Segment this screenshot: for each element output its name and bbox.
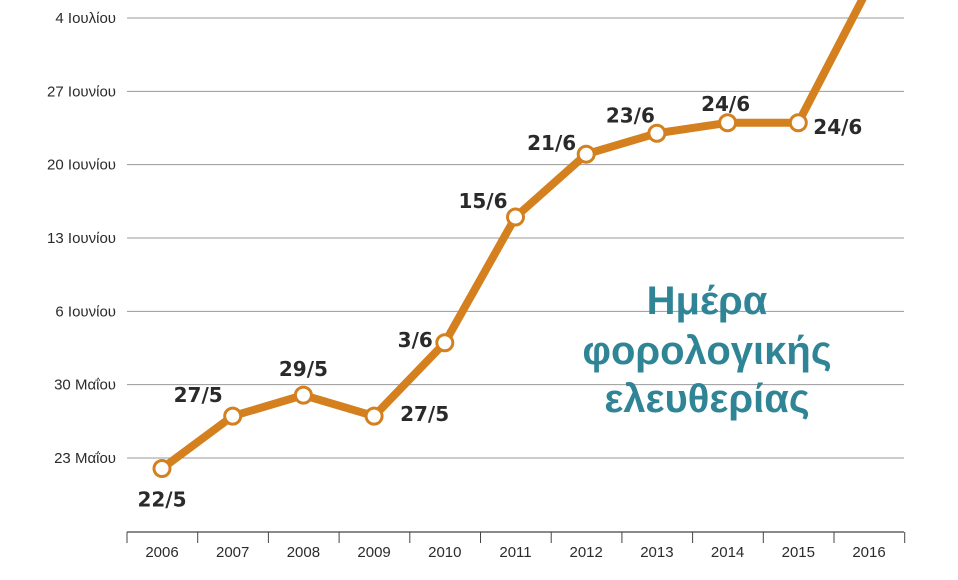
data-point-marker <box>364 406 384 426</box>
y-tick-label: 23 Μαΐου <box>54 450 116 467</box>
x-tick-label: 2009 <box>357 544 390 561</box>
data-label: 24/6 <box>813 115 862 139</box>
chart-title: Ημέρα φορολογικής ελευθερίας <box>582 279 831 421</box>
data-label: 22/5 <box>137 487 186 511</box>
data-label: 27/5 <box>174 383 223 407</box>
title-line-2: φορολογικής <box>582 329 831 373</box>
y-tick-label: 20 Ιουνίου <box>47 157 116 174</box>
data-label: 23/6 <box>606 103 655 127</box>
x-tick-label: 2008 <box>287 544 320 561</box>
y-tick-label: 6 Ιουνίου <box>55 303 116 320</box>
data-label: 24/6 <box>701 92 750 116</box>
x-axis: 2006 2007 2008 2009 2010 2011 2012 2013 2014 2015… <box>126 531 906 561</box>
y-tick-label: 30 Μαΐου <box>54 377 116 394</box>
data-point-marker <box>435 333 455 353</box>
x-tick-label: 2012 <box>570 544 603 561</box>
data-point-marker <box>293 385 313 405</box>
x-tick-label: 2015 <box>782 544 815 561</box>
data-label: 3/6 <box>398 328 433 352</box>
data-point-marker <box>576 144 596 164</box>
data-point-marker <box>788 113 808 133</box>
data-point-marker <box>223 406 243 426</box>
x-tick-label: 2011 <box>499 544 531 561</box>
data-labels: 22/527/529/527/53/615/621/623/624/624/67… <box>137 92 862 512</box>
data-label: 15/6 <box>458 189 507 213</box>
y-tick-label: 4 Ιουλίου <box>55 10 116 27</box>
data-point-marker <box>506 207 525 227</box>
data-label: 27/5 <box>400 402 449 426</box>
x-tick-label: 2013 <box>640 544 673 561</box>
x-tick-label: 2007 <box>216 544 249 561</box>
x-tick-label: 2016 <box>852 544 885 561</box>
y-tick-label: 13 Ιουνίου <box>47 230 116 247</box>
y-axis: 23 Μαΐου 30 Μαΐου 6 Ιουνίου 13 Ιουνίου 20 Ιο… <box>47 10 116 467</box>
grid-lines <box>127 17 904 459</box>
data-point-marker <box>152 458 172 478</box>
series-line-group <box>152 0 867 478</box>
data-point-marker <box>718 113 738 133</box>
x-tick-label: 2006 <box>145 544 178 561</box>
data-label: 21/6 <box>527 131 576 155</box>
x-tick-label: 2014 <box>711 544 744 561</box>
y-tick-label: 27 Ιουνίου <box>47 83 116 100</box>
title-line-1: Ημέρα <box>647 279 768 323</box>
title-line-3: ελευθερίας <box>604 377 809 421</box>
data-label: 29/5 <box>279 357 328 381</box>
x-tick-label: 2010 <box>428 544 461 561</box>
data-point-marker <box>647 123 667 143</box>
